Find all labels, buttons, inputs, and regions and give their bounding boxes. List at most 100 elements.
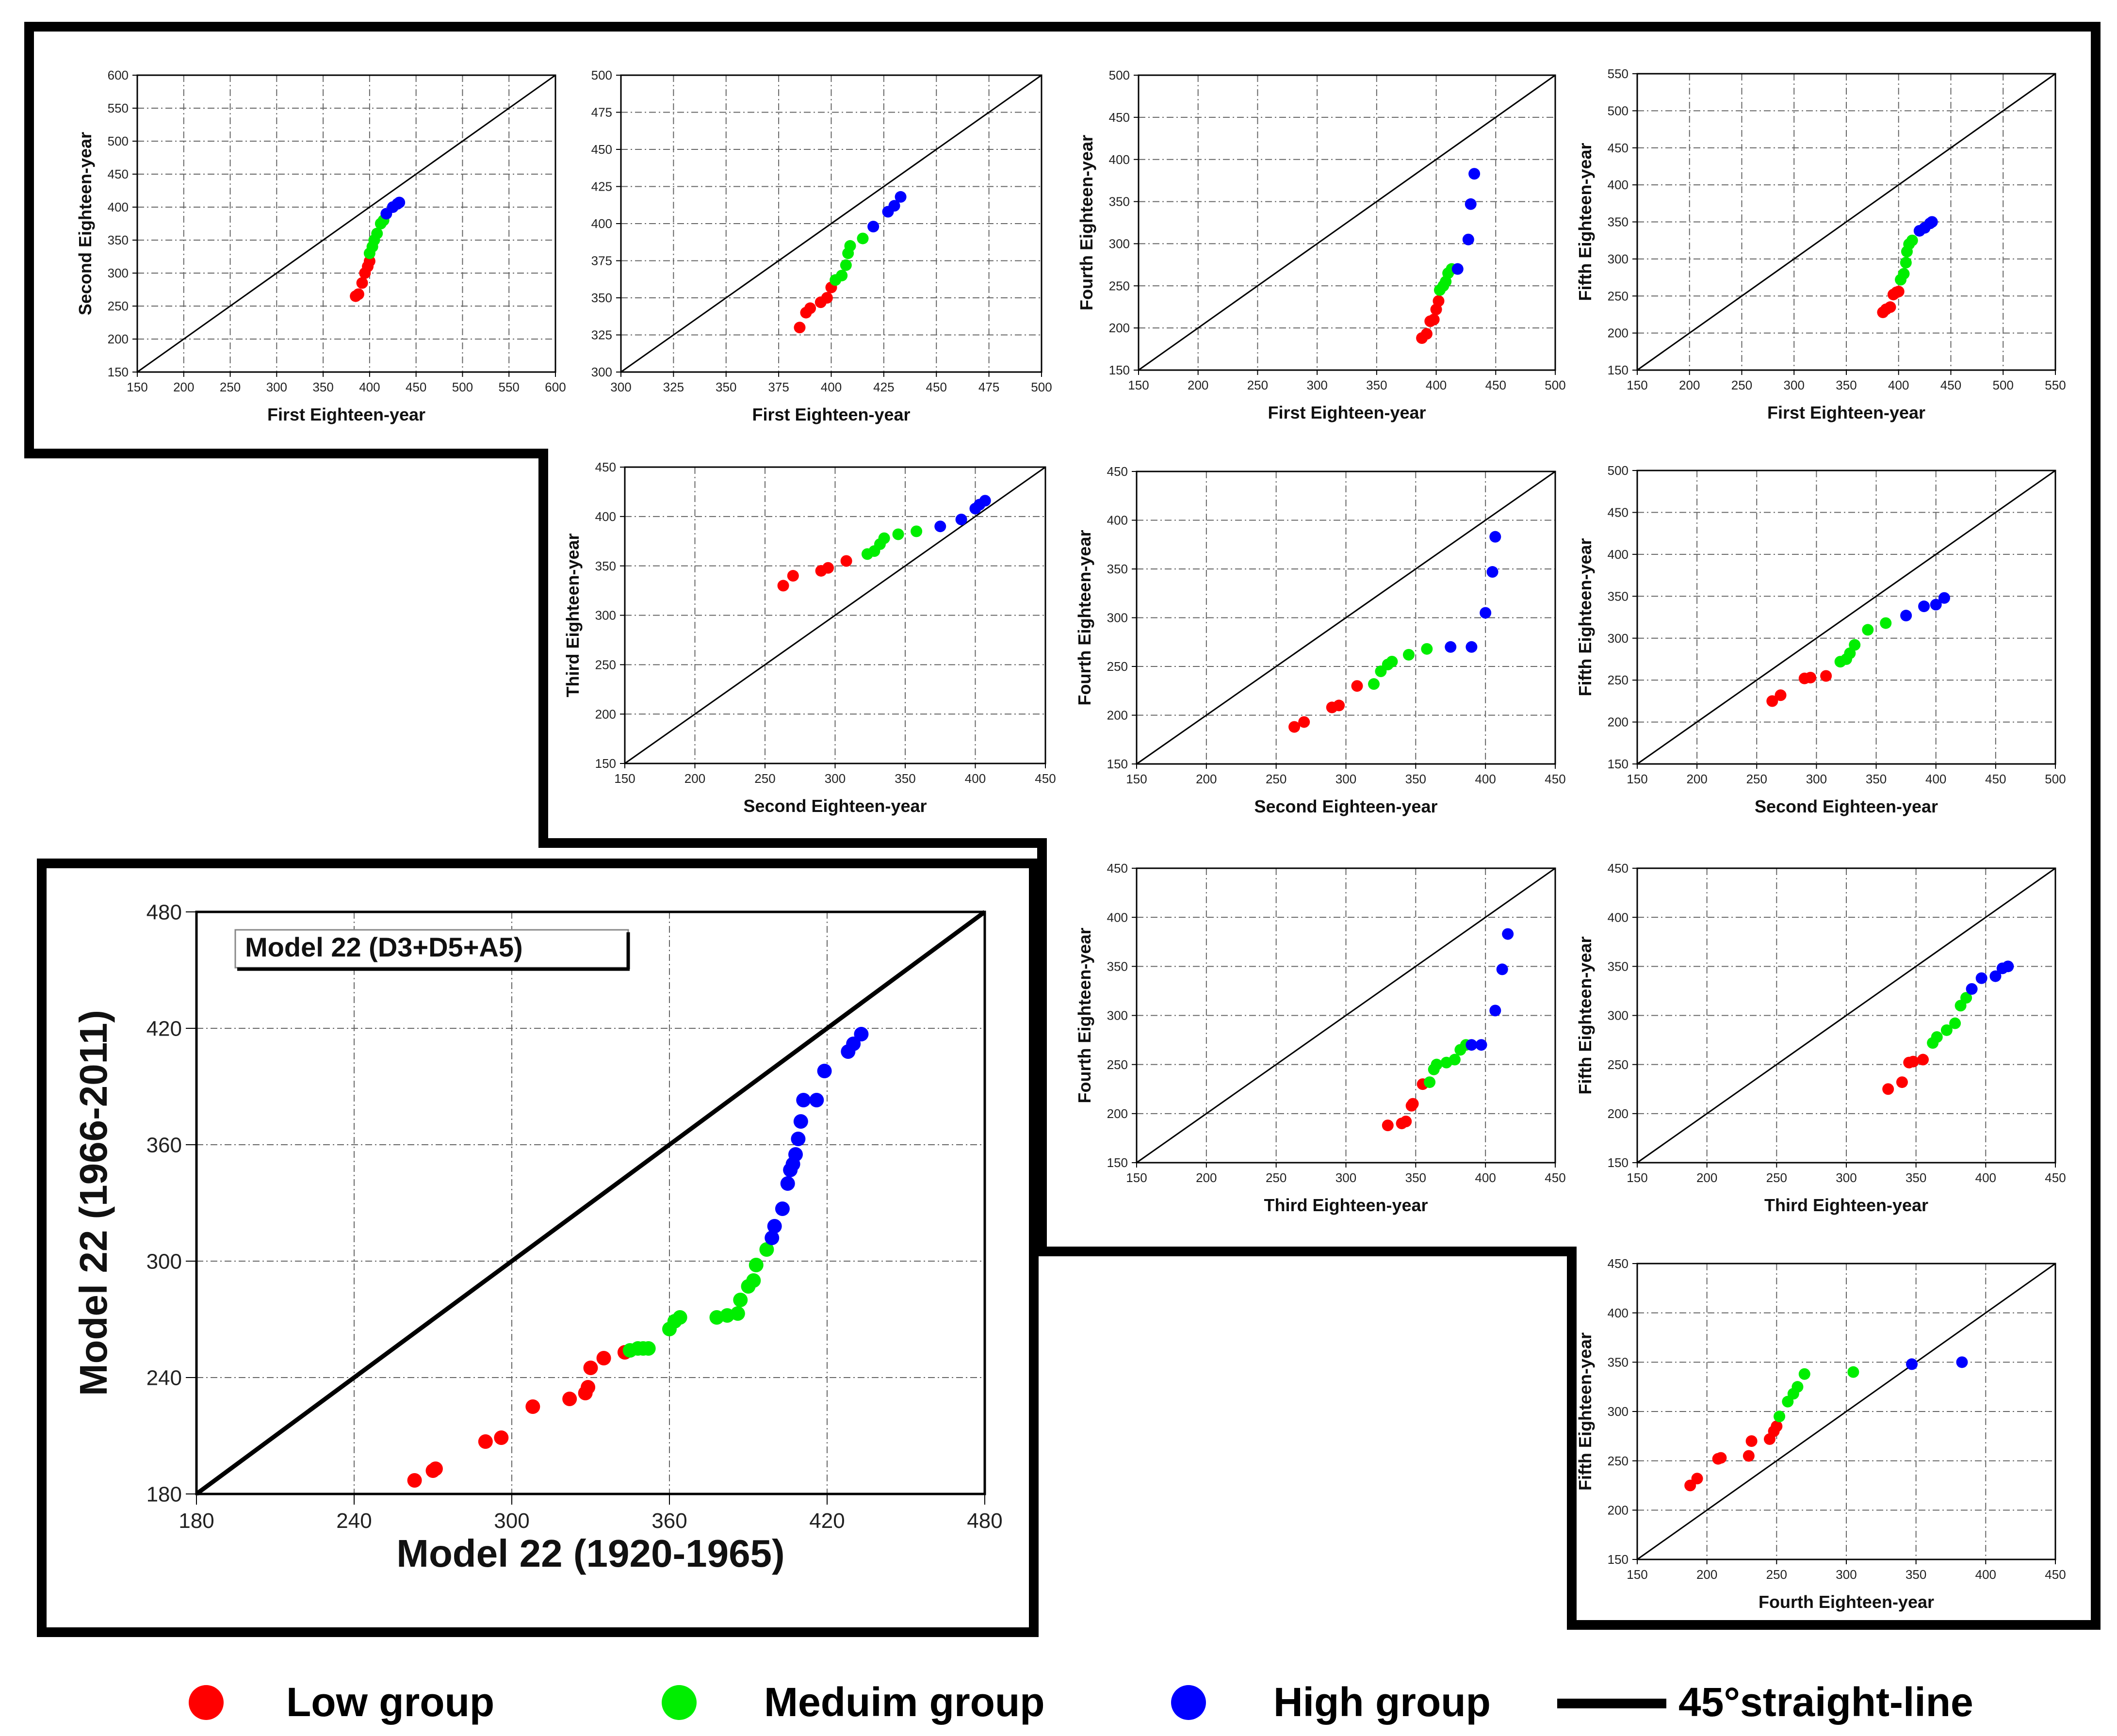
tick-label-x: 350 xyxy=(1366,378,1387,392)
tick-label-y: 550 xyxy=(1608,66,1628,81)
y-axis-label: Fifth Eighteen-year xyxy=(1575,538,1595,696)
data-point xyxy=(775,1201,790,1216)
tick-label-y: 400 xyxy=(1608,178,1628,192)
tick-label-x: 450 xyxy=(1940,378,1961,392)
chart-p12: 150 200 250 300 350 400 450 500 550 600 150 200 250 3… xyxy=(75,68,566,424)
data-point xyxy=(836,270,848,282)
tick-label-y: 350 xyxy=(595,559,616,573)
tick-label-x: 200 xyxy=(1696,1170,1717,1185)
data-point xyxy=(1820,670,1832,682)
data-point xyxy=(525,1399,540,1414)
data-point xyxy=(1880,617,1892,629)
tick-label-x: 400 xyxy=(821,380,842,394)
tick-label-x: 500 xyxy=(2045,772,2066,786)
tick-label-x: 300 xyxy=(1306,378,1327,392)
tick-label-x: 150 xyxy=(1627,1567,1647,1582)
data-point xyxy=(777,580,789,592)
tick-label-y: 400 xyxy=(1109,152,1130,167)
tick-label-x: 500 xyxy=(1031,380,1052,394)
data-point xyxy=(840,555,852,567)
x-axis-label: Second Eighteen-year xyxy=(1755,796,1938,816)
tick-label-y: 500 xyxy=(1608,463,1628,478)
tick-label-y: 480 xyxy=(147,900,182,924)
tick-label-x: 300 xyxy=(610,380,631,394)
data-point xyxy=(796,1093,811,1107)
data-point xyxy=(1462,233,1474,245)
data-point xyxy=(1407,1098,1419,1110)
tick-label-x: 250 xyxy=(1746,772,1767,786)
tick-label-y: 450 xyxy=(1608,141,1628,155)
chart-p45: 150 200 250 300 350 400 450 150 200 250 300 350 400 4… xyxy=(1575,1256,2066,1612)
tick-label-x: 375 xyxy=(768,380,789,394)
tick-label-x: 240 xyxy=(336,1509,372,1533)
tick-label-y: 250 xyxy=(595,657,616,672)
axes-frame xyxy=(136,74,556,373)
data-point xyxy=(1421,643,1433,655)
legend-label-medium: Meduim group xyxy=(764,1679,1045,1725)
tick-label-x: 450 xyxy=(1485,378,1506,392)
tick-label-y: 250 xyxy=(1608,673,1628,687)
chart-p13: 300 325 350 375 400 425 450 475 500 300 325 350 375 4… xyxy=(591,68,1052,424)
data-point xyxy=(1489,1005,1501,1017)
data-point xyxy=(393,196,406,209)
data-point xyxy=(581,1380,596,1395)
data-point xyxy=(1449,1054,1461,1066)
legend-item-line: 45°straight-line xyxy=(1557,1679,1973,1725)
tick-label-y: 425 xyxy=(591,179,612,194)
data-point xyxy=(854,1027,869,1041)
x-axis-label: Fourth Eighteen-year xyxy=(1759,1592,1934,1612)
tick-label-x: 350 xyxy=(1836,378,1856,392)
tick-label-x: 450 xyxy=(1035,771,1056,786)
data-point xyxy=(857,232,869,244)
tick-label-x: 450 xyxy=(406,380,426,394)
tick-label-x: 450 xyxy=(2045,1170,2066,1185)
legend-item-high: High group xyxy=(1171,1679,1491,1725)
tick-label-x: 600 xyxy=(545,380,566,394)
tick-label-y: 250 xyxy=(1107,659,1128,674)
data-point xyxy=(1900,610,1912,622)
x-axis-label: First Eighteen-year xyxy=(1767,403,1925,422)
tick-label-y: 150 xyxy=(1608,1552,1628,1567)
tick-label-y: 400 xyxy=(595,509,616,524)
tick-label-y: 300 xyxy=(1608,1404,1628,1419)
tick-label-x: 450 xyxy=(1545,1170,1565,1185)
tick-label-x: 250 xyxy=(220,380,241,394)
tick-label-x: 150 xyxy=(1627,378,1647,392)
tick-label-x: 400 xyxy=(965,771,986,786)
tick-label-x: 500 xyxy=(1993,378,2014,392)
chart-p34: 150 200 250 300 350 400 450 150 200 250 300 350 400 4… xyxy=(1075,861,1566,1215)
tick-label-x: 200 xyxy=(1196,772,1217,786)
chart-p23: 150 200 250 300 350 400 450 150 200 250 300 350 400 4… xyxy=(563,460,1056,816)
tick-label-y: 250 xyxy=(1109,278,1130,293)
chart-p14: 150 200 250 300 350 400 450 500 150 200 250 300 350 4… xyxy=(1076,68,1566,422)
data-point xyxy=(1475,1039,1487,1051)
tick-label-y: 300 xyxy=(1608,631,1628,646)
y-axis-label: Second Eighteen-year xyxy=(75,132,95,315)
data-point xyxy=(1966,983,1978,995)
tick-label-x: 350 xyxy=(1405,772,1426,786)
tick-label-x: 200 xyxy=(1696,1567,1717,1582)
tick-label-y: 250 xyxy=(1608,289,1628,303)
line-45-degree xyxy=(137,74,556,373)
data-point xyxy=(1774,1411,1786,1423)
data-point xyxy=(1917,1054,1929,1066)
data-point xyxy=(911,525,923,537)
data-point xyxy=(1433,295,1445,307)
data-point xyxy=(888,200,900,212)
tick-label-y: 450 xyxy=(1608,861,1628,876)
data-point xyxy=(1989,970,2002,982)
tick-label-x: 250 xyxy=(1731,378,1752,392)
line-45-degree xyxy=(620,74,1042,373)
y-axis-label: Fourth Eighteen-year xyxy=(1075,530,1094,705)
data-point xyxy=(817,1064,832,1078)
data-point xyxy=(1445,641,1457,653)
chart-p15: 150 200 250 300 350 400 450 500 550 150 200 250 300 3… xyxy=(1575,66,2066,422)
data-point xyxy=(767,1219,782,1233)
tick-label-y: 200 xyxy=(1608,715,1628,730)
line-45-degree xyxy=(1136,867,1556,1164)
data-point xyxy=(1907,1055,1919,1068)
tick-label-x: 150 xyxy=(614,771,635,786)
x-axis-label: First Eighteen-year xyxy=(1268,403,1426,422)
tick-label-x: 480 xyxy=(967,1509,1002,1533)
tick-label-y: 325 xyxy=(591,328,612,342)
